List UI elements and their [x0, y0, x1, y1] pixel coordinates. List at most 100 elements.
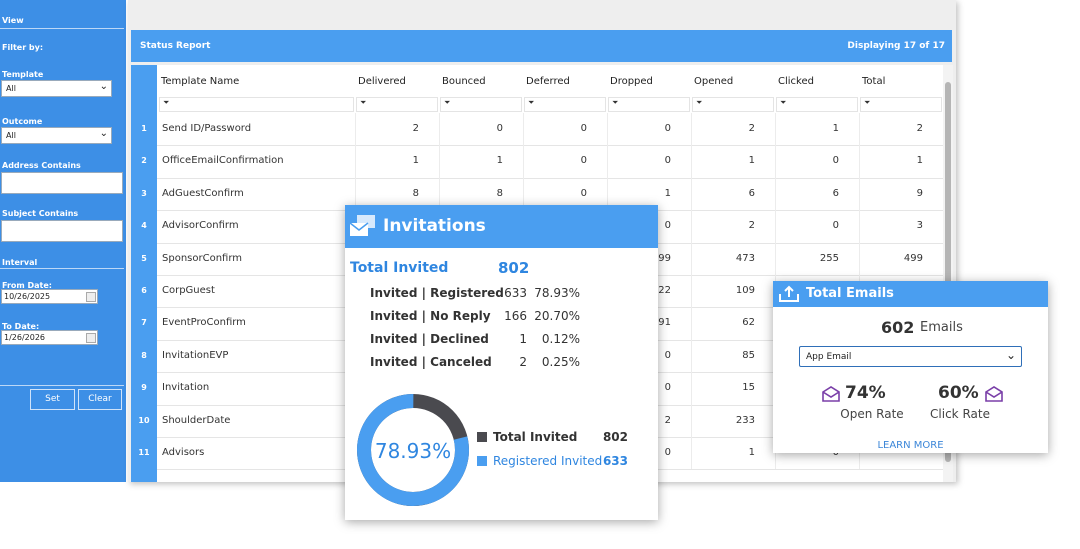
- cell-border: [691, 275, 692, 308]
- date-input[interactable]: 1/26/2026: [1, 330, 98, 345]
- cell-value: 109: [735, 285, 755, 296]
- icon-shape: [349, 222, 369, 231]
- date-input[interactable]: 10/26/2025: [1, 289, 98, 304]
- cell-border: [691, 177, 692, 211]
- filter-icon[interactable]: ⏷: [696, 98, 703, 107]
- breakdown-percent: 0.12%: [541, 332, 580, 346]
- filter-icon[interactable]: ⏷: [444, 98, 451, 107]
- scroll-thumb: [945, 82, 951, 462]
- select-value: App Email: [806, 352, 852, 362]
- column-header: Bounced: [442, 76, 486, 87]
- cell-border: [691, 113, 692, 146]
- date-button[interactable]: [86, 292, 96, 302]
- filter-icon[interactable]: ⏷: [528, 98, 535, 107]
- select-arrow: ⌄: [99, 81, 108, 92]
- cell-value: 0: [664, 447, 671, 458]
- icon-shape: [784, 285, 794, 297]
- filter-cell: [608, 97, 690, 112]
- row-number: 6: [141, 286, 147, 295]
- filter-icon[interactable]: ⏷: [864, 98, 871, 107]
- date-value: 1/26/2026: [4, 333, 46, 342]
- learn-more-link[interactable]: LEARN MORE: [877, 440, 944, 451]
- filter-label: Filter by:: [2, 43, 44, 52]
- filter-icon[interactable]: ⏷: [163, 98, 170, 107]
- cell-value: 499: [903, 252, 923, 264]
- cell-border: [691, 242, 692, 275]
- card-header: Invitations: [345, 205, 658, 248]
- template-name[interactable]: CorpGuest: [162, 285, 215, 296]
- cell-value: 1: [832, 123, 839, 134]
- select[interactable]: All ⌄: [1, 80, 112, 97]
- cell-value: 0: [580, 123, 587, 134]
- template-name[interactable]: SponsorConfirm: [162, 252, 243, 264]
- card-title: Invitations: [383, 216, 486, 236]
- cell-border: [691, 404, 692, 437]
- filter-icon[interactable]: ⏷: [780, 98, 787, 107]
- cell-value: 91: [658, 317, 671, 329]
- cell-value: 1: [412, 155, 419, 167]
- cell-border: [691, 372, 692, 405]
- total-emails-card: Total Emails 602 Emails App Email ⌄ 74% Open R…: [773, 281, 1048, 453]
- template-name[interactable]: Send ID/Password: [162, 123, 252, 134]
- report-title: Status Report: [140, 41, 211, 51]
- select[interactable]: All ⌄: [1, 127, 112, 144]
- cell-border: [691, 437, 692, 470]
- template-name[interactable]: EventProConfirm: [162, 317, 246, 329]
- column-header: Total: [862, 76, 886, 87]
- emails-count: 602: [881, 318, 915, 337]
- filter-icon[interactable]: ⏷: [612, 98, 619, 107]
- cell-border: [355, 177, 356, 211]
- card-header: Total Emails: [773, 281, 1048, 307]
- column-header: Dropped: [610, 76, 653, 87]
- template-name[interactable]: AdvisorConfirm: [162, 220, 239, 232]
- row-number: 9: [141, 383, 147, 393]
- button[interactable]: Set: [30, 389, 75, 410]
- cell-value: 0: [664, 155, 671, 167]
- stat-label: Open Rate: [840, 407, 904, 421]
- cell-border: [691, 307, 692, 340]
- card-title: Total Emails: [806, 286, 894, 301]
- template-name[interactable]: InvitationEVP: [162, 349, 229, 361]
- date-button[interactable]: [86, 333, 96, 343]
- email-select[interactable]: App Email ⌄: [799, 346, 1022, 367]
- cell-value: 3: [916, 220, 923, 232]
- column-header: Clicked: [778, 76, 814, 87]
- template-name[interactable]: Advisors: [162, 447, 205, 458]
- cell-border: [859, 177, 860, 211]
- template-name[interactable]: Invitation: [162, 382, 210, 394]
- cell-border: [691, 145, 692, 178]
- cell-value: 0: [664, 349, 671, 361]
- row-number: 11: [138, 448, 150, 457]
- breakdown-count: 1: [519, 332, 527, 346]
- sidebar: View Filter by: Template All ⌄ Outcome All ⌄ Add…: [0, 0, 126, 482]
- template-name[interactable]: AdGuestConfirm: [162, 187, 244, 199]
- filter-icon[interactable]: ⏷: [360, 98, 367, 107]
- text-input[interactable]: [1, 172, 123, 194]
- cell-value: 0: [580, 155, 587, 167]
- cell-border: [607, 113, 608, 146]
- row-number: 1: [141, 124, 147, 133]
- cell-border: [355, 113, 356, 146]
- breakdown-percent: 78.93%: [534, 286, 580, 300]
- button[interactable]: Clear: [78, 389, 122, 410]
- cell-border: [775, 242, 776, 275]
- column-header: Delivered: [358, 76, 406, 87]
- breakdown-percent: 20.70%: [534, 309, 580, 323]
- text-input[interactable]: [1, 220, 123, 242]
- cell-border: [775, 437, 776, 470]
- template-name[interactable]: ShoulderDate: [162, 414, 231, 426]
- cell-value: 2: [748, 123, 755, 134]
- icon-shape: [822, 386, 840, 402]
- row-number: 5: [141, 253, 147, 263]
- filter-cell: [440, 97, 522, 112]
- cell-border: [607, 177, 608, 211]
- filter-cell: [356, 97, 438, 112]
- cell-value: 0: [664, 382, 671, 394]
- cell-value: 8: [496, 187, 503, 199]
- cell-border: [691, 210, 692, 243]
- template-name[interactable]: OfficeEmailConfirmation: [162, 155, 284, 167]
- stat-icon: [985, 386, 1003, 402]
- row-number: 4: [141, 221, 147, 231]
- filter-cell: [159, 97, 354, 112]
